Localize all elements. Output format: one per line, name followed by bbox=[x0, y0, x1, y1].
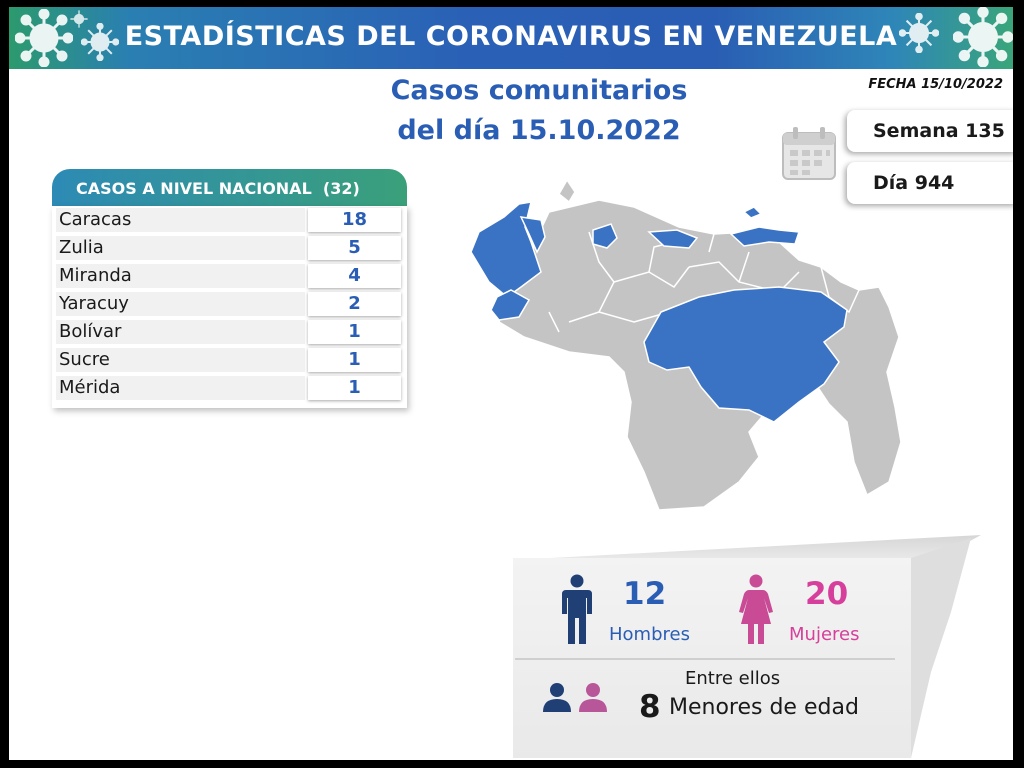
state-cases: 5 bbox=[308, 236, 401, 260]
virus-icon bbox=[899, 13, 939, 53]
table-header-label: CASOS A NIVEL NACIONAL bbox=[76, 179, 312, 198]
state-name: Caracas bbox=[56, 208, 305, 232]
women-count: 20 bbox=[805, 576, 849, 612]
virus-icon bbox=[81, 23, 119, 61]
woman-icon bbox=[739, 574, 773, 644]
week-badge: Semana 135 bbox=[847, 110, 1013, 152]
week-label: Semana 135 bbox=[873, 120, 1005, 142]
table-row: Miranda 4 bbox=[52, 262, 407, 290]
boy-icon bbox=[543, 683, 571, 712]
minors-count: 8 bbox=[639, 689, 661, 725]
table-body: Caracas 18 Zulia 5 Miranda 4 Yaracuy 2 Bolívar 1 S… bbox=[52, 206, 407, 408]
venezuela-map bbox=[470, 178, 902, 511]
header-banner: ESTADÍSTICAS DEL CORONAVIRUS EN VENEZUEL… bbox=[9, 7, 1013, 69]
women-label: Mujeres bbox=[789, 624, 860, 645]
map-state-zulia bbox=[470, 201, 542, 298]
title-line-1: Casos comunitarios bbox=[390, 75, 688, 106]
men-label: Hombres bbox=[609, 624, 690, 645]
table-header: CASOS A NIVEL NACIONAL (32) bbox=[52, 169, 407, 206]
gender-panel: 12 Hombres 20 Mujeres Entre ellos 8 Meno… bbox=[501, 532, 981, 760]
title-line-2: del día 15.10.2022 bbox=[397, 115, 681, 146]
table-row: Mérida 1 bbox=[52, 374, 407, 402]
map-state-sucre bbox=[729, 226, 801, 247]
state-name: Sucre bbox=[56, 348, 305, 372]
state-name: Yaracuy bbox=[56, 292, 305, 316]
virus-icon bbox=[15, 9, 73, 67]
table-row: Zulia 5 bbox=[52, 234, 407, 262]
state-cases: 1 bbox=[308, 376, 401, 400]
map-border bbox=[738, 251, 750, 283]
map-state-bolivar bbox=[643, 286, 848, 423]
state-name: Bolívar bbox=[56, 320, 305, 344]
map-state-yaracuy bbox=[592, 223, 618, 249]
day-badge: Día 944 bbox=[847, 162, 1013, 204]
panel-background bbox=[513, 535, 981, 758]
girl-icon bbox=[579, 683, 607, 712]
map-border bbox=[548, 311, 560, 333]
map-state-zulia-east bbox=[519, 216, 546, 254]
table-row: Sucre 1 bbox=[52, 346, 407, 374]
among-label: Entre ellos bbox=[685, 668, 781, 689]
table-row: Bolívar 1 bbox=[52, 318, 407, 346]
virus-icon bbox=[70, 10, 88, 28]
page-title: Casos comunitarios del día 15.10.2022 bbox=[379, 71, 699, 151]
infographic: ESTADÍSTICAS DEL CORONAVIRUS EN VENEZUEL… bbox=[9, 7, 1013, 760]
report-date: FECHA 15/10/2022 bbox=[868, 77, 1003, 92]
map-border bbox=[708, 233, 715, 253]
state-name: Miranda bbox=[56, 264, 305, 288]
men-count: 12 bbox=[623, 576, 667, 612]
map-region bbox=[558, 178, 576, 204]
state-cases: 1 bbox=[308, 348, 401, 372]
map-border bbox=[613, 266, 690, 288]
map-state-merida bbox=[490, 289, 531, 321]
state-cases: 2 bbox=[308, 292, 401, 316]
map-state-miranda bbox=[647, 229, 699, 249]
state-cases: 4 bbox=[308, 264, 401, 288]
state-name: Zulia bbox=[56, 236, 305, 260]
table-row: Caracas 18 bbox=[52, 206, 407, 234]
map-island bbox=[742, 206, 763, 219]
national-cases-table: CASOS A NIVEL NACIONAL (32) Caracas 18 Zul… bbox=[52, 169, 407, 408]
table-row: Yaracuy 2 bbox=[52, 290, 407, 318]
minors-label: Menores de edad bbox=[669, 695, 859, 720]
virus-icon bbox=[953, 7, 1013, 67]
man-icon bbox=[562, 574, 592, 644]
total-cases: (32) bbox=[322, 179, 360, 198]
day-label: Día 944 bbox=[873, 172, 955, 194]
panel-divider bbox=[515, 658, 895, 660]
banner-title: ESTADÍSTICAS DEL CORONAVIRUS EN VENEZUEL… bbox=[124, 21, 898, 52]
state-cases: 1 bbox=[308, 320, 401, 344]
calendar-icon bbox=[782, 127, 836, 180]
state-name: Mérida bbox=[56, 376, 305, 400]
state-cases: 18 bbox=[308, 208, 401, 232]
